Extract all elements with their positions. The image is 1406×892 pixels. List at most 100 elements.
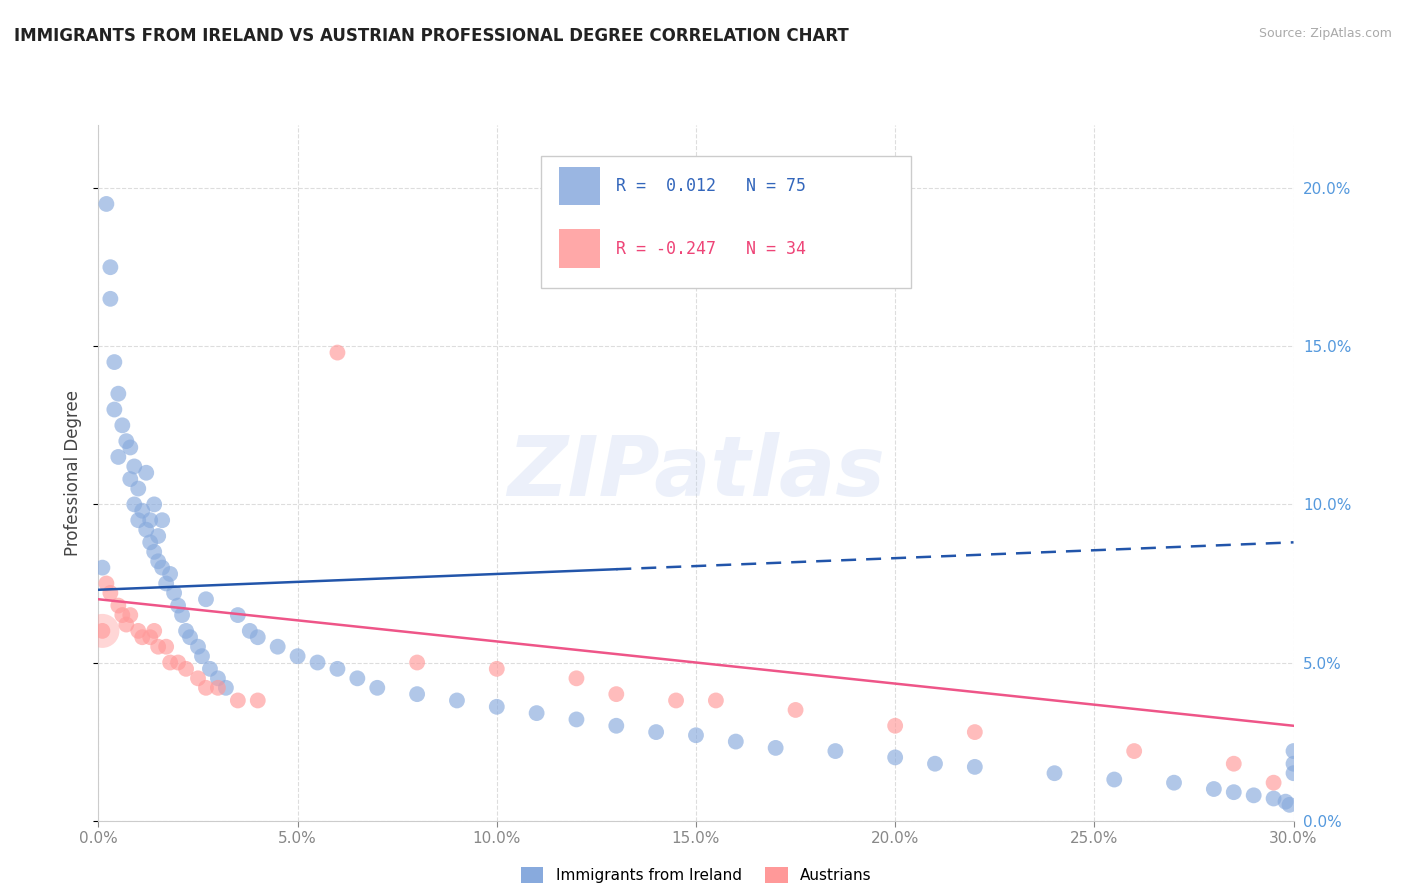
Point <box>645 725 668 739</box>
Text: Source: ZipAtlas.com: Source: ZipAtlas.com <box>1258 27 1392 40</box>
Point <box>143 624 166 638</box>
Point <box>107 599 129 613</box>
Point <box>1282 766 1305 780</box>
Point <box>1222 785 1246 799</box>
Point <box>187 640 209 654</box>
Point <box>1163 775 1185 789</box>
Point <box>148 529 170 543</box>
Y-axis label: Professional Degree: Professional Degree <box>65 390 83 556</box>
Point <box>150 513 173 527</box>
Point <box>155 640 177 654</box>
Point <box>120 472 142 486</box>
Point <box>1282 756 1305 771</box>
Point <box>207 681 229 695</box>
Point <box>174 624 197 638</box>
Point <box>179 630 201 644</box>
Point <box>124 459 146 474</box>
Point <box>100 260 122 275</box>
Point <box>665 693 688 707</box>
Point <box>195 681 218 695</box>
Point <box>100 292 122 306</box>
Point <box>267 640 290 654</box>
Point <box>163 586 186 600</box>
Point <box>406 687 429 701</box>
Point <box>239 624 262 638</box>
Point <box>159 656 181 670</box>
Point <box>107 450 129 464</box>
Bar <box>558 167 600 205</box>
Point <box>111 418 134 433</box>
Point <box>91 560 114 574</box>
Point <box>143 545 166 559</box>
Point <box>139 630 162 644</box>
Point <box>155 576 177 591</box>
Legend: Immigrants from Ireland, Austrians: Immigrants from Ireland, Austrians <box>515 862 877 889</box>
Point <box>120 441 142 455</box>
Point <box>226 608 249 623</box>
Point <box>704 693 727 707</box>
Point <box>111 608 134 623</box>
Point <box>526 706 548 720</box>
Point <box>174 662 197 676</box>
Point <box>1278 797 1301 812</box>
Text: R =  0.012   N = 75: R = 0.012 N = 75 <box>616 178 806 195</box>
Point <box>446 693 468 707</box>
FancyBboxPatch shape <box>540 156 911 288</box>
Point <box>485 662 508 676</box>
Point <box>135 466 157 480</box>
Point <box>1043 766 1066 780</box>
Point <box>1263 775 1285 789</box>
Point <box>120 608 142 623</box>
Point <box>159 566 181 581</box>
Point <box>765 740 787 755</box>
Bar <box>558 229 600 268</box>
Point <box>485 699 508 714</box>
Text: IMMIGRANTS FROM IRELAND VS AUSTRIAN PROFESSIONAL DEGREE CORRELATION CHART: IMMIGRANTS FROM IRELAND VS AUSTRIAN PROF… <box>14 27 849 45</box>
Point <box>1282 744 1305 758</box>
Point <box>963 760 986 774</box>
Point <box>1263 791 1285 805</box>
Point <box>131 630 153 644</box>
Point <box>195 592 218 607</box>
Point <box>605 687 627 701</box>
Point <box>785 703 807 717</box>
Point <box>148 554 170 568</box>
Point <box>167 599 190 613</box>
Point <box>96 576 118 591</box>
Point <box>100 586 122 600</box>
Point <box>1123 744 1146 758</box>
Point <box>1102 772 1125 787</box>
Point <box>326 345 349 359</box>
Point <box>107 386 129 401</box>
Point <box>565 713 588 727</box>
Point <box>884 750 907 764</box>
Point <box>963 725 986 739</box>
Point <box>1243 789 1265 803</box>
Point <box>139 535 162 549</box>
Point <box>187 671 209 685</box>
Point <box>150 560 173 574</box>
Point <box>346 671 368 685</box>
Point <box>226 693 249 707</box>
Point <box>103 402 125 417</box>
Point <box>366 681 388 695</box>
Point <box>1202 782 1225 797</box>
Point <box>884 719 907 733</box>
Point <box>167 656 190 670</box>
Point <box>246 630 269 644</box>
Point <box>326 662 349 676</box>
Point <box>148 640 170 654</box>
Text: R = -0.247   N = 34: R = -0.247 N = 34 <box>616 240 806 258</box>
Point <box>287 649 309 664</box>
Point <box>127 482 149 496</box>
Point <box>824 744 846 758</box>
Point <box>924 756 946 771</box>
Point <box>115 434 138 449</box>
Point <box>215 681 238 695</box>
Point <box>115 617 138 632</box>
Point <box>172 608 194 623</box>
Point <box>307 656 329 670</box>
Point <box>139 513 162 527</box>
Point <box>198 662 221 676</box>
Point <box>131 504 153 518</box>
